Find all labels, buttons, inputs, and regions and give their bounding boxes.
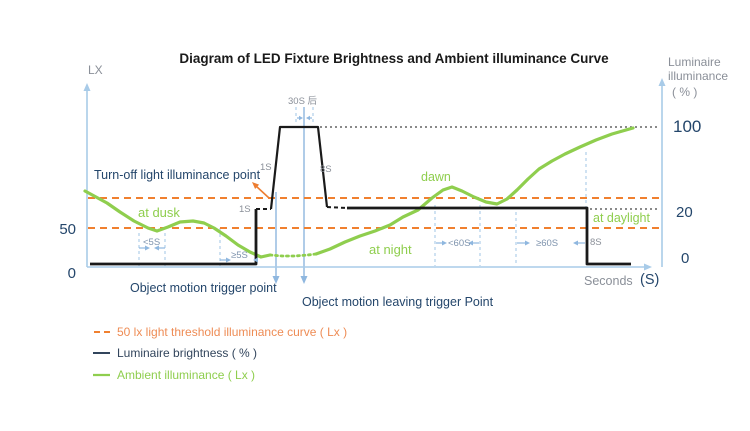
label-ge60s: ≥60S [536,238,558,249]
ambient-curve-dusk [83,189,272,259]
ambient-curve-night-dawn [314,126,635,256]
dimension-arrows [139,115,585,263]
at-daylight-label: at daylight [593,211,651,225]
leaving-point-label: Object motion leaving trigger Point [302,295,494,309]
label-30s-after: 30S 后 [288,96,318,107]
label-1s-ramp: 1S [260,162,272,173]
tick-0-right: 0 [681,250,689,267]
label-lt5s: <5S [143,237,160,248]
brightness-hold-drop [347,206,631,266]
brightness-dash-step2 [326,206,348,209]
right-axis-label-line2: illuminance [668,69,728,83]
right-axis-label-line1: Luminaire [668,55,721,69]
x-axis-arrow-icon [644,263,652,271]
ambient-curve-dotted [268,252,318,258]
turn-off-label: Turn-off light illuminance point [94,168,261,182]
leaving-arrow-icon [300,276,308,284]
trigger-arrow-icon [272,276,280,284]
legend-brightness-label: Luminaire brightness ( % ) [117,346,257,360]
tick-20-right: 20 [676,204,693,221]
label-ge5s: ≥5S [231,250,248,261]
tick-100-right: 100 [673,117,701,136]
trigger-lines [275,107,305,277]
dashed-guide-lines [138,107,587,266]
right-axis-label-line3: ( % ) [672,85,697,99]
turn-off-callout-arrow [255,185,270,199]
label-lt60s: <60S [448,238,470,249]
x-axis-unit: (S) [640,272,659,288]
tick-0-left: 0 [68,265,76,282]
turn-off-callout-arrowhead-icon [252,182,260,189]
left-axis-label: LX [88,63,103,77]
x-axis-label: Seconds [584,274,633,288]
left-axis-arrow-icon [83,83,91,91]
brightness-baseline-rise [90,209,258,266]
page-title: Diagram of LED Fixture Brightness and Am… [179,51,609,66]
legend-ambient-label: Ambient illuminance ( Lx ) [117,368,255,382]
tick-50-left: 50 [59,221,76,238]
at-night-label: at night [369,242,412,257]
brightness-pulse [269,125,329,210]
trigger-point-label: Object motion trigger point [130,281,277,295]
label-8s-off: 8S [590,237,602,248]
label-8s-fall: 8S [320,164,332,175]
at-dusk-label: at dusk [138,205,180,220]
legend: 50 lx light threshold illuminance curve … [93,325,347,382]
dawn-label: dawn [421,170,451,184]
legend-threshold-label: 50 lx light threshold illuminance curve … [117,325,347,339]
right-axis-arrow-icon [658,78,666,86]
label-1s-step: 1S [239,204,251,215]
